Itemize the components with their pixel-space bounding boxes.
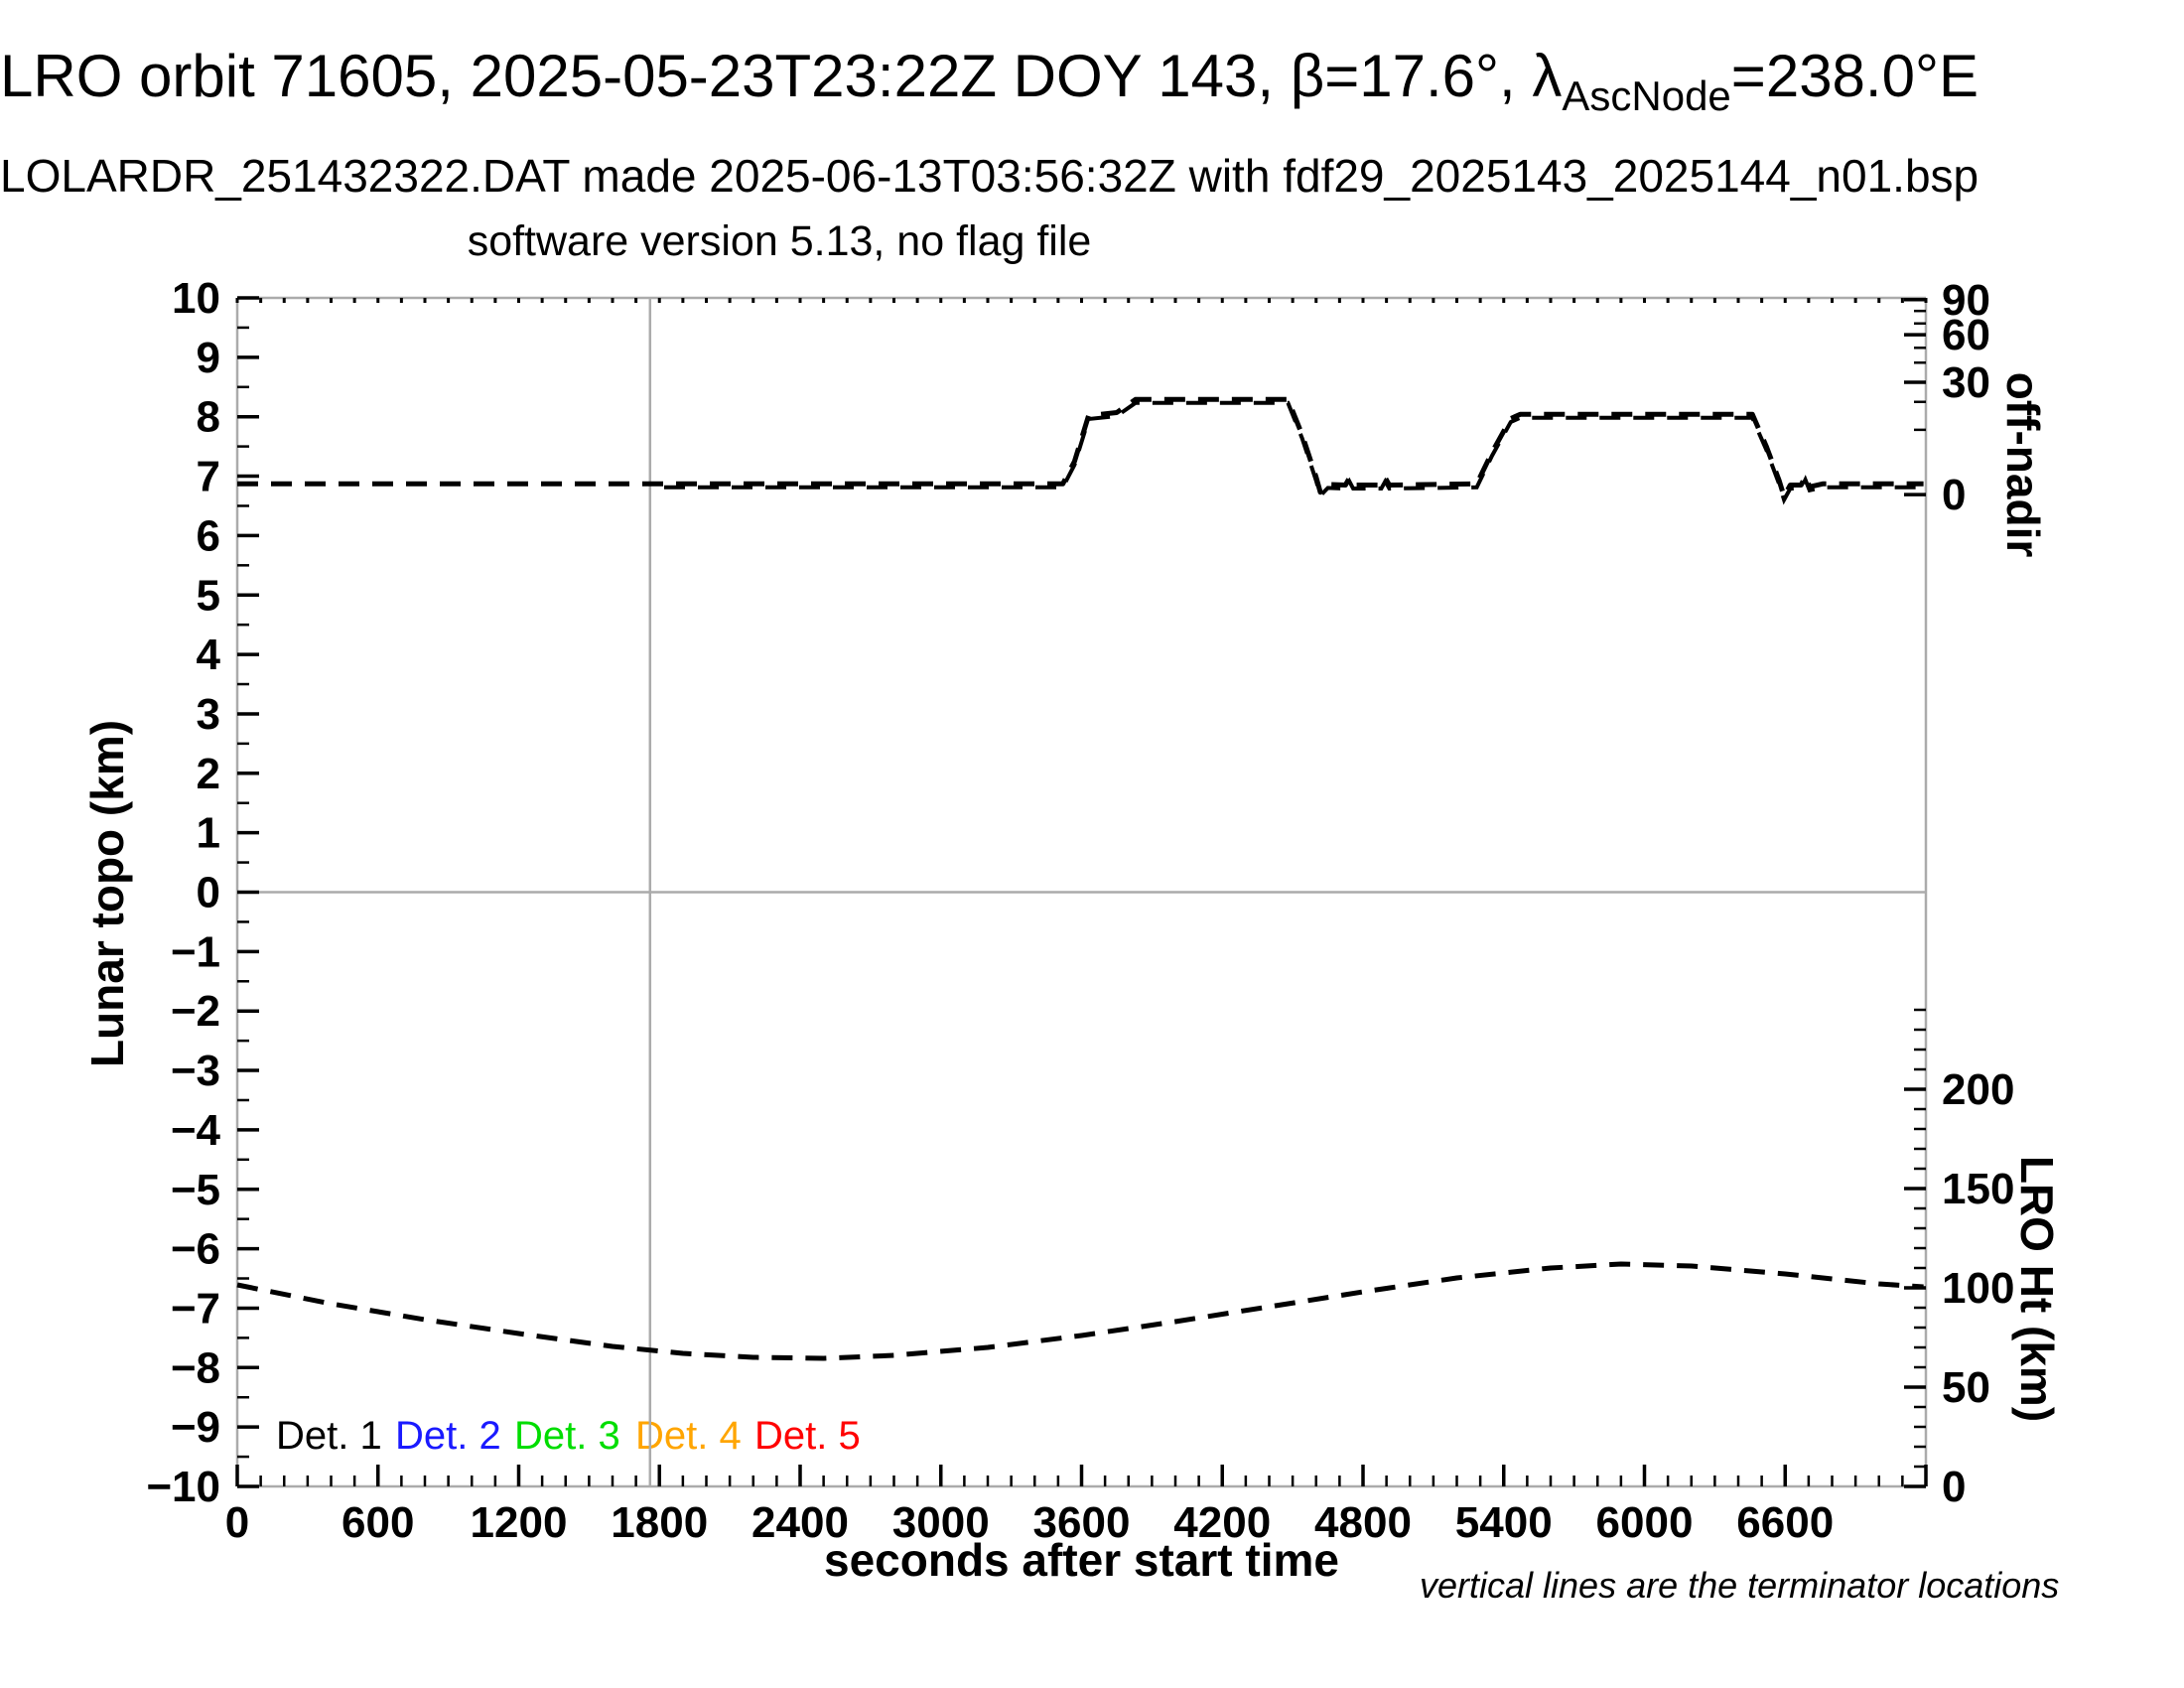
y-tick-label: −4: [171, 1106, 221, 1155]
x-tick-label: 6000: [1596, 1498, 1694, 1547]
x-tick-label: 3000: [892, 1498, 990, 1547]
y-tick-label: −1: [171, 927, 220, 976]
x-tick-label: 4800: [1314, 1498, 1412, 1547]
legend-item-det-3: Det. 3: [514, 1414, 620, 1458]
lro-ht-axis-ticks: [1904, 1008, 1926, 1488]
off-nadir-tick-label: 30: [1942, 358, 1990, 407]
y-axis-ticks: [237, 296, 259, 1488]
lro-ht-tick-label: 0: [1942, 1463, 1966, 1511]
legend-item-det-5: Det. 5: [754, 1414, 861, 1458]
lro-height-curve: [236, 1261, 1924, 1361]
legend-item-det-2: Det. 2: [395, 1414, 501, 1458]
y-tick-label: −2: [171, 987, 220, 1036]
off-nadir-tick-label: 0: [1942, 471, 1966, 519]
x-tick-label: 5400: [1455, 1498, 1553, 1547]
top-axis-ticks: [235, 298, 1928, 303]
subtitle-version-line: software version 5.13, no flag file: [467, 217, 1092, 265]
y-tick-label: 0: [197, 869, 220, 917]
y-tick-label: 10: [172, 274, 220, 323]
y-tick-label: 1: [197, 809, 220, 858]
x-axis-ticks: [235, 1465, 1928, 1486]
page-title: LRO orbit 71605, 2025-05-23T23:22Z DOY 1…: [0, 42, 1979, 120]
y-tick-label: 7: [197, 453, 220, 501]
y-tick-label: −5: [171, 1166, 220, 1214]
y-tick-label: −8: [171, 1343, 220, 1392]
off-nadir-axis-ticks: [1904, 298, 1926, 496]
y-tick-label: −9: [171, 1403, 220, 1452]
off-nadir-curve: [237, 396, 1924, 499]
lro-ht-tick-label: 100: [1942, 1264, 2014, 1313]
off-nadir-curve-overlap: [652, 400, 1924, 505]
title-suffix: =238.0°E: [1730, 43, 1979, 109]
x-tick-label: 1800: [611, 1498, 708, 1547]
off-nadir-tick-label: 90: [1942, 276, 1990, 325]
x-tick-label: 4200: [1173, 1498, 1271, 1547]
y-tick-label: 8: [197, 393, 220, 442]
x-tick-label: 6600: [1736, 1498, 1834, 1547]
x-tick-label: 3600: [1033, 1498, 1131, 1547]
legend-item-det-1: Det. 1: [276, 1414, 382, 1458]
x-axis-label: seconds after start time: [824, 1534, 1339, 1586]
y-tick-label: −6: [171, 1225, 220, 1274]
y-tick-label: −7: [171, 1284, 220, 1333]
title-prefix: LRO orbit 71605, 2025-05-23T23:22Z DOY 1…: [0, 43, 1563, 109]
y-tick-label: 5: [197, 571, 220, 620]
x-tick-label: 0: [225, 1498, 249, 1547]
x-tick-label: 1200: [471, 1498, 568, 1547]
y-tick-label: −3: [171, 1047, 220, 1095]
y-tick-label: 3: [197, 690, 220, 739]
y-tick-label: 4: [197, 631, 221, 679]
y-tick-label: −10: [146, 1463, 220, 1511]
x-tick-label: 600: [341, 1498, 414, 1547]
lro-ht-tick-label: 150: [1942, 1165, 2014, 1213]
x-tick-label: 2400: [751, 1498, 849, 1547]
y-tick-label: 2: [197, 750, 220, 798]
lro-ht-tick-label: 50: [1942, 1363, 1990, 1412]
y-tick-label: 6: [197, 511, 220, 560]
y-tick-label: 9: [197, 334, 220, 382]
legend-item-det-4: Det. 4: [635, 1414, 742, 1458]
x-axis-tick-labels: 0 600 1200 1800 2400 3000 3600 4200 4800 5400 6000…: [225, 1498, 1834, 1547]
off-nadir-tick-label: 60: [1942, 311, 1990, 359]
lro-ht-tick-label: 200: [1942, 1065, 2014, 1114]
title-subscript: AscNode: [1562, 72, 1731, 119]
